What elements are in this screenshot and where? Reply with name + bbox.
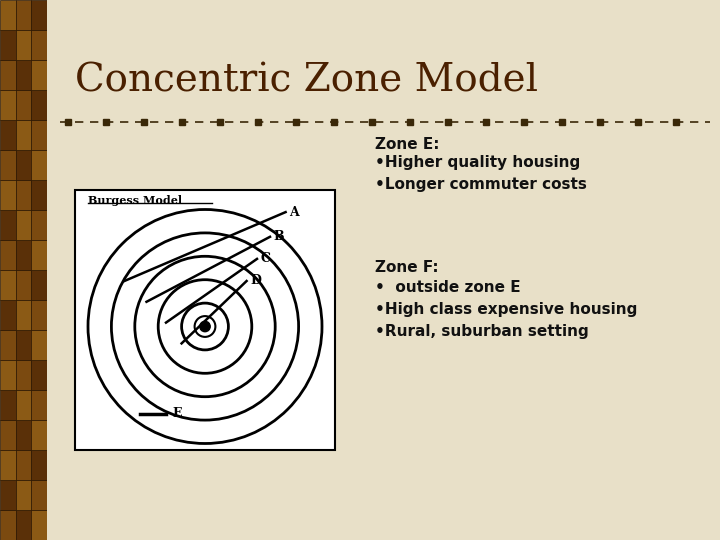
Text: •Longer commuter costs: •Longer commuter costs <box>375 177 587 192</box>
Bar <box>31 420 47 450</box>
Bar <box>16 60 31 90</box>
Bar <box>0 60 16 90</box>
Bar <box>31 180 47 210</box>
Bar <box>0 300 16 330</box>
Bar <box>31 0 47 30</box>
Text: Concentric Zone Model: Concentric Zone Model <box>75 62 538 99</box>
Bar <box>0 330 16 360</box>
Bar <box>0 30 16 60</box>
Bar <box>16 180 31 210</box>
Bar <box>31 30 47 60</box>
Bar <box>16 300 31 330</box>
Bar <box>31 150 47 180</box>
Bar <box>0 210 16 240</box>
Bar <box>16 210 31 240</box>
Bar <box>31 360 47 390</box>
Bar <box>31 270 47 300</box>
Bar <box>16 240 31 270</box>
Bar <box>31 240 47 270</box>
Text: D: D <box>251 274 261 287</box>
Bar <box>0 150 16 180</box>
Text: B: B <box>274 230 284 244</box>
Bar <box>31 300 47 330</box>
Text: •Rural, suburban setting: •Rural, suburban setting <box>375 324 589 339</box>
Text: •Higher quality housing: •Higher quality housing <box>375 155 580 170</box>
Bar <box>16 450 31 480</box>
Bar <box>0 420 16 450</box>
Bar <box>0 0 16 30</box>
Bar <box>0 240 16 270</box>
Bar <box>16 30 31 60</box>
Bar <box>0 390 16 420</box>
Bar <box>0 270 16 300</box>
Bar <box>31 390 47 420</box>
Bar <box>0 360 16 390</box>
Bar <box>16 150 31 180</box>
Bar <box>16 420 31 450</box>
Text: C: C <box>261 252 271 265</box>
Bar <box>0 90 16 120</box>
Circle shape <box>200 321 210 332</box>
Bar <box>0 450 16 480</box>
Bar <box>16 0 31 30</box>
Bar <box>16 360 31 390</box>
Text: E: E <box>173 407 182 420</box>
Bar <box>0 180 16 210</box>
Bar <box>0 510 16 540</box>
Text: Zone E:: Zone E: <box>375 137 439 152</box>
Text: •  outside zone E: • outside zone E <box>375 280 521 295</box>
Text: •High class expensive housing: •High class expensive housing <box>375 302 637 317</box>
Bar <box>31 210 47 240</box>
Text: Burgess Model: Burgess Model <box>88 195 182 206</box>
Bar <box>16 90 31 120</box>
Bar <box>16 120 31 150</box>
Bar <box>31 450 47 480</box>
Bar <box>31 480 47 510</box>
Bar <box>0 120 16 150</box>
Bar <box>0 480 16 510</box>
Bar <box>31 330 47 360</box>
Bar <box>16 510 31 540</box>
Text: A: A <box>289 206 300 219</box>
Bar <box>31 510 47 540</box>
Bar <box>16 270 31 300</box>
Bar <box>31 60 47 90</box>
Bar <box>16 480 31 510</box>
Bar <box>16 390 31 420</box>
Text: Zone F:: Zone F: <box>375 260 438 275</box>
Bar <box>16 330 31 360</box>
Bar <box>31 120 47 150</box>
Bar <box>31 90 47 120</box>
